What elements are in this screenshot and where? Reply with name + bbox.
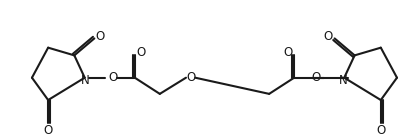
Text: O: O [283, 46, 293, 59]
Text: N: N [81, 74, 90, 87]
Text: N: N [339, 74, 348, 87]
Text: O: O [108, 71, 117, 84]
Text: O: O [95, 30, 104, 43]
Text: O: O [376, 124, 386, 137]
Text: O: O [311, 71, 321, 84]
Text: O: O [44, 124, 53, 137]
Text: O: O [136, 46, 145, 59]
Text: O: O [186, 71, 195, 84]
Text: O: O [324, 30, 333, 43]
